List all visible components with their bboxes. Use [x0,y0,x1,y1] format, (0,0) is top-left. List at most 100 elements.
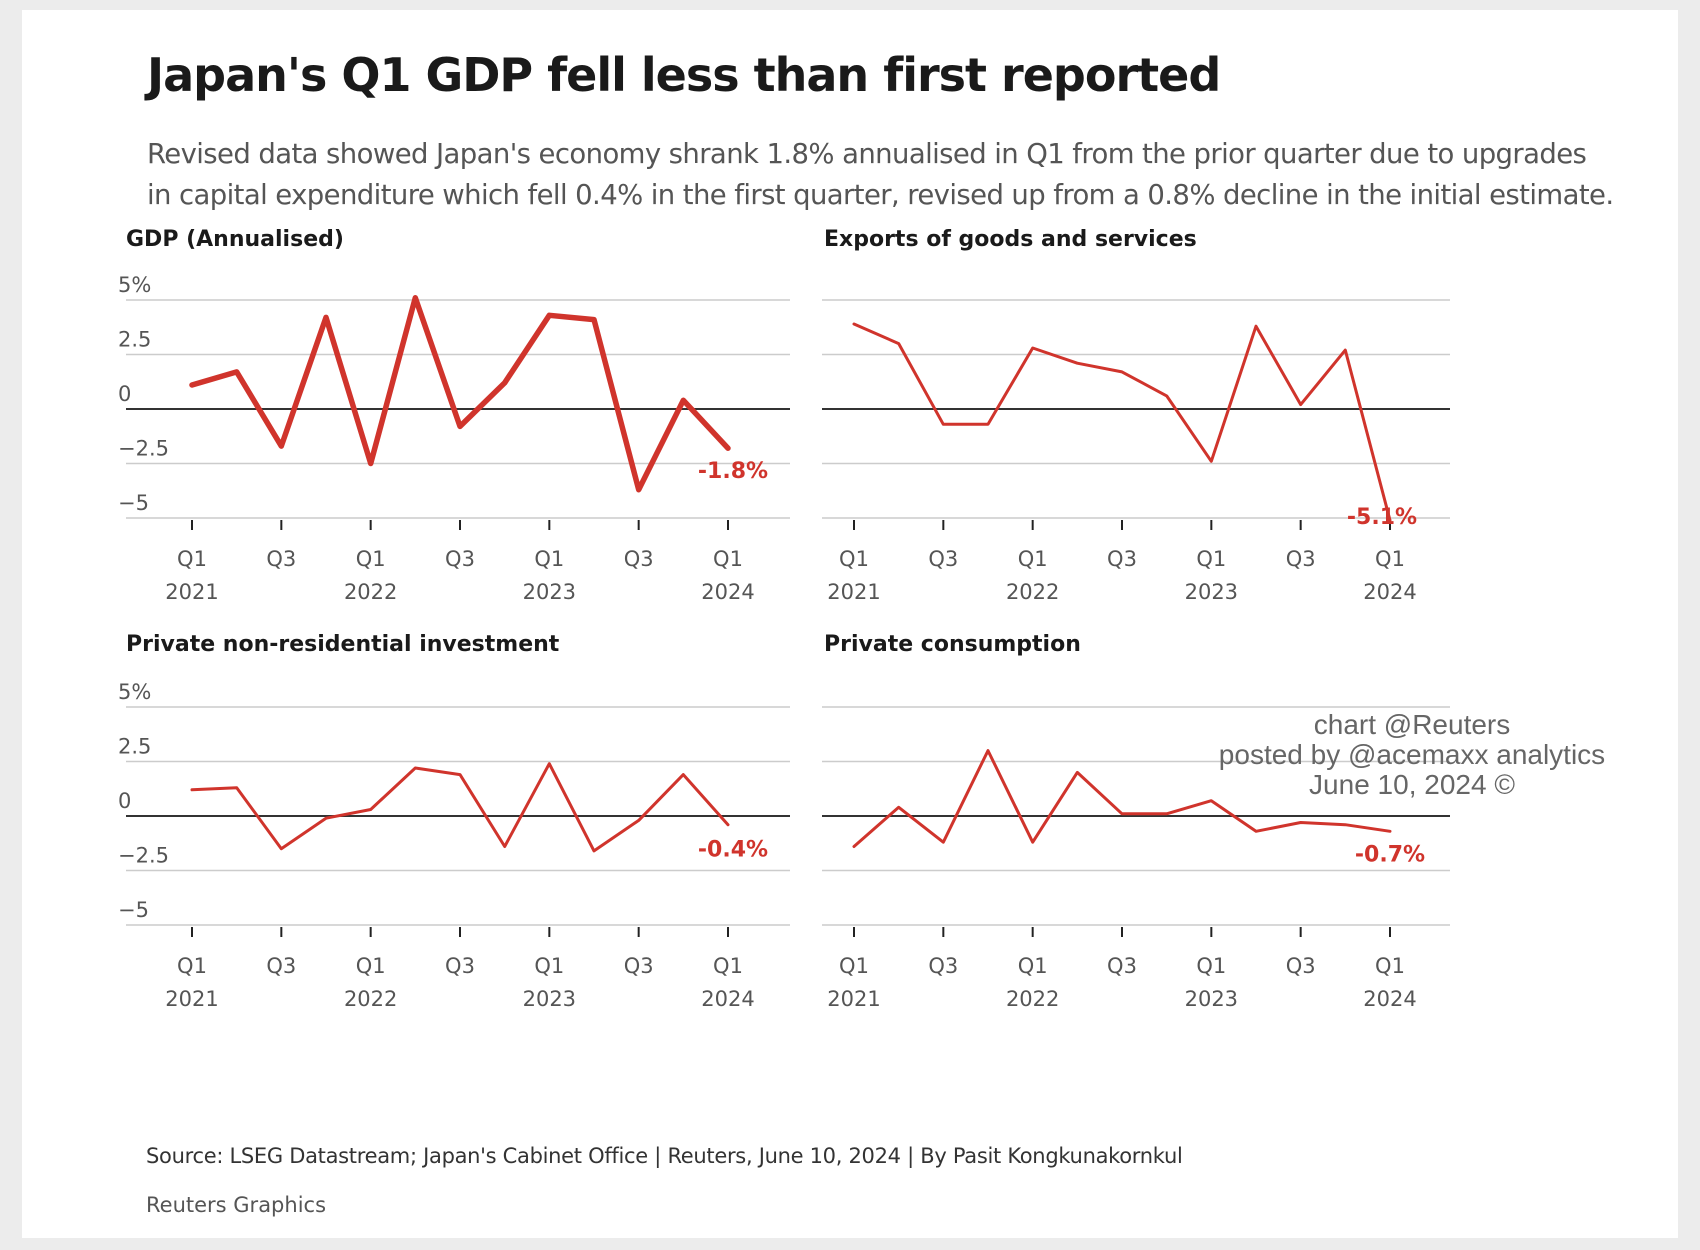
x-tick-label: Q3 [445,954,475,978]
y-tick-label: 0 [118,789,131,813]
x-tick-label: Q1 [1018,547,1048,571]
x-tick-year-label: 2023 [1185,987,1238,1011]
data-point [1075,770,1080,775]
x-tick-label: Q3 [1286,547,1316,571]
source-note: Source: LSEG Datastream; Japan's Cabinet… [146,1144,1183,1168]
data-point [458,424,463,429]
x-tick-year-label: 2021 [827,987,880,1011]
x-tick-year-label: 2024 [1363,987,1416,1011]
x-tick-year-label: 2023 [523,987,576,1011]
data-point [1343,348,1348,353]
data-point [986,748,991,753]
y-tick-label: 5% [118,680,151,704]
data-point [368,807,373,812]
data-point [190,383,195,388]
y-tick-label: 2.5 [118,328,151,352]
data-point [896,805,901,810]
data-point [1120,811,1125,816]
x-tick-year-label: 2024 [701,987,754,1011]
x-tick-label: Q1 [356,954,386,978]
panel-title: Private consumption [824,632,1081,657]
data-point [368,461,373,466]
data-point [502,844,507,849]
data-point [458,772,463,777]
data-point [1298,402,1303,407]
x-tick-year-label: 2023 [523,580,576,604]
series-line [189,295,731,493]
data-point [941,422,946,427]
data-point [636,818,641,823]
data-point [592,317,597,322]
data-point [1164,393,1169,398]
data-point [1030,840,1035,845]
x-tick-label: Q3 [928,954,958,978]
data-point [681,772,686,777]
x-tick-label: Q1 [1196,547,1226,571]
last-value-label: -0.7% [1355,842,1425,867]
data-point [1388,829,1393,834]
data-point [279,846,284,851]
data-point [234,785,239,790]
watermark-line-3: June 10, 2024 © [1309,769,1515,800]
data-point [896,341,901,346]
data-point [726,446,731,451]
x-tick-year-label: 2024 [1363,580,1416,604]
x-tick-label: Q3 [266,547,296,571]
last-value-label: -1.8% [698,459,768,484]
x-tick-year-label: 2023 [1185,580,1238,604]
data-point [234,369,239,374]
data-point [547,313,552,318]
x-tick-label: Q3 [1107,547,1137,571]
x-tick-year-label: 2022 [344,580,397,604]
x-tick-label: Q3 [1107,954,1137,978]
x-tick-label: Q1 [839,547,869,571]
x-tick-year-label: 2021 [165,580,218,604]
watermark-line-1: chart @Reuters [1313,709,1511,740]
data-point [279,444,284,449]
data-point [681,398,686,403]
data-point [413,295,418,300]
data-point [547,761,552,766]
x-tick-year-label: 2022 [1006,580,1059,604]
data-point [1254,829,1259,834]
x-tick-year-label: 2021 [165,987,218,1011]
data-point [1030,345,1035,350]
data-point [1343,822,1348,827]
x-tick-label: Q1 [356,547,386,571]
data-point [324,315,329,320]
data-point [986,422,991,427]
y-tick-label: 2.5 [118,735,151,759]
x-tick-label: Q3 [624,547,654,571]
credit-note: Reuters Graphics [146,1193,327,1217]
x-tick-label: Q1 [713,954,743,978]
data-point [592,848,597,853]
data-point [636,487,641,492]
y-tick-label: −2.5 [118,844,169,868]
panel-title: Exports of goods and services [824,227,1197,252]
panel-title: Private non-residential investment [126,632,560,657]
data-point [413,766,418,771]
x-tick-year-label: 2024 [701,580,754,604]
x-tick-label: Q3 [266,954,296,978]
page-subtitle: Revised data showed Japan's economy shra… [147,138,1614,211]
x-tick-year-label: 2021 [827,580,880,604]
watermark-line-2: posted by @acemaxx analytics [1218,739,1606,770]
data-point [190,787,195,792]
series-line [190,762,730,853]
y-tick-label: −2.5 [118,437,169,461]
data-point [1298,820,1303,825]
data-point [726,822,731,827]
x-tick-label: Q1 [839,954,869,978]
series-line [852,322,1392,522]
x-tick-label: Q1 [1375,547,1405,571]
y-tick-label: −5 [118,491,149,515]
data-point [1209,459,1214,464]
data-point [1254,324,1259,329]
chart-card: Japan's Q1 GDP fell less than first repo… [22,10,1678,1238]
y-tick-label: 0 [118,382,131,406]
x-tick-label: Q1 [1018,954,1048,978]
page-title: Japan's Q1 GDP fell less than first repo… [147,48,1221,102]
x-tick-label: Q1 [534,954,564,978]
last-value-label: -5.1% [1347,505,1417,530]
charts-canvas: GDP (Annualised) 5% 2.5 0 −2.5 −5 Q1 2021 Q3 Q1 20… [118,227,1450,1011]
